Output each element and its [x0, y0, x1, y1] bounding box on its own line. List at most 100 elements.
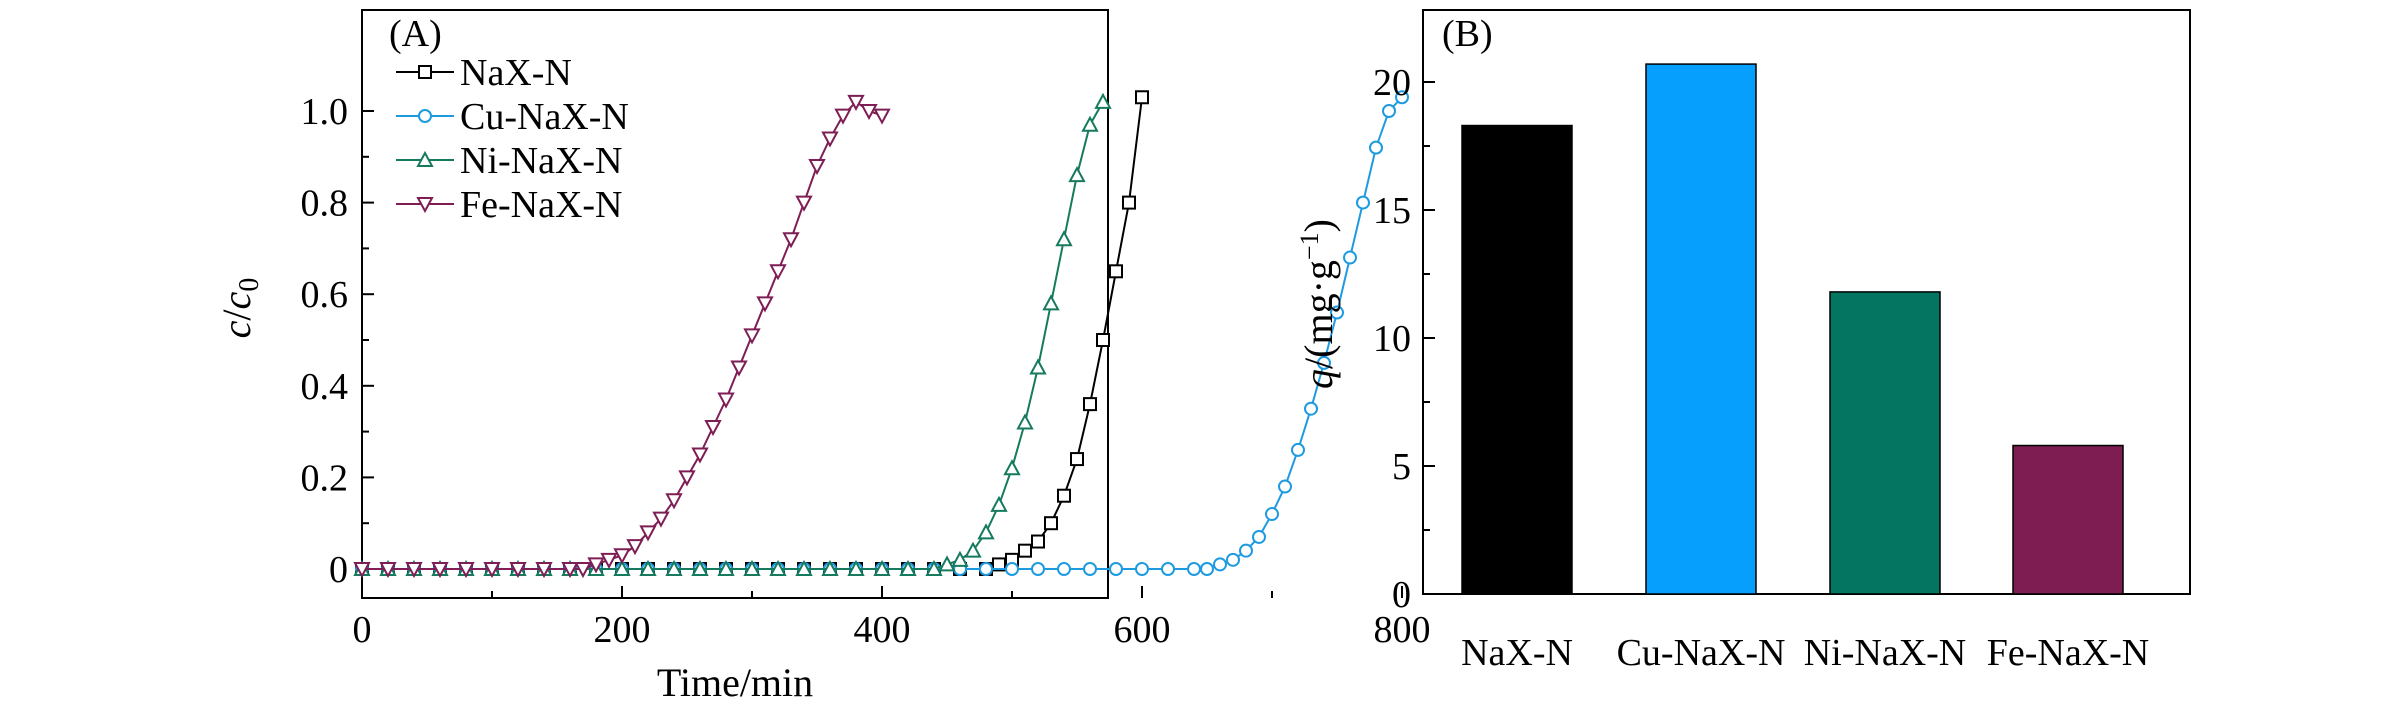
data-point — [639, 525, 657, 542]
data-point — [743, 559, 761, 576]
y-tick-label: 15 — [1373, 190, 1411, 232]
data-point — [1057, 488, 1071, 503]
data-point — [1044, 516, 1058, 531]
data-point — [1122, 195, 1136, 210]
data-point — [1042, 294, 1060, 311]
data-point — [1055, 230, 1073, 247]
y-tick-label: 0 — [329, 549, 348, 591]
data-point — [639, 559, 657, 576]
data-point — [1005, 562, 1019, 576]
y-label-close: ) — [1296, 219, 1341, 232]
data-point — [691, 447, 709, 464]
bar-Cu-NaX-N — [1645, 63, 1757, 595]
data-point — [938, 555, 956, 572]
data-point — [808, 158, 826, 176]
panel-b-label: (B) — [1442, 13, 1493, 55]
data-point — [821, 131, 839, 148]
legend-marker — [416, 197, 434, 214]
data-point — [1265, 507, 1279, 522]
data-point — [509, 562, 527, 579]
data-point — [847, 94, 865, 111]
data-point — [873, 559, 891, 576]
data-point — [379, 562, 397, 579]
y-label-c: c — [214, 320, 259, 338]
data-point — [678, 470, 696, 487]
legend-entry: Cu-NaX-N — [396, 96, 629, 138]
data-point — [1070, 452, 1084, 467]
legend-label: Fe-NaX-N — [460, 184, 623, 226]
data-point — [1031, 562, 1045, 576]
x-tick-label: 800 — [1374, 609, 1431, 651]
data-point — [1057, 562, 1071, 576]
x-tick-label: 0 — [353, 609, 372, 651]
legend-label: Ni-NaX-N — [460, 140, 623, 182]
data-point — [1083, 562, 1097, 576]
y-tick-label: 0 — [1392, 574, 1411, 616]
legend-entry: Ni-NaX-N — [396, 140, 623, 182]
x-tick-label: 200 — [594, 609, 651, 651]
bar-Ni-NaX-N — [1829, 291, 1941, 595]
legend-label: NaX-N — [460, 52, 572, 94]
panel-a-frame — [361, 9, 1109, 599]
data-point — [600, 552, 618, 569]
data-point — [795, 559, 813, 576]
data-point — [730, 360, 748, 377]
data-point — [665, 559, 683, 576]
data-point — [1135, 90, 1149, 105]
data-point — [665, 493, 683, 510]
data-point — [873, 108, 891, 125]
data-point — [964, 541, 982, 558]
y-tick-label: 0.2 — [301, 457, 349, 499]
data-point — [1317, 355, 1331, 370]
y-tick-label: 10 — [1373, 318, 1411, 360]
data-point — [1291, 442, 1305, 457]
data-point — [1018, 543, 1032, 558]
data-point — [1356, 195, 1370, 210]
legend-marker — [418, 109, 432, 123]
data-point — [457, 562, 475, 579]
data-point — [925, 559, 943, 576]
data-point — [717, 392, 735, 409]
y-tick-label: 1.0 — [301, 91, 349, 133]
data-point — [1016, 413, 1034, 430]
series-Fe-NaX-N — [353, 94, 891, 579]
data-point — [977, 523, 995, 540]
x-category-label: Ni-NaX-N — [1804, 632, 1967, 674]
data-point — [834, 108, 852, 125]
data-point — [1003, 459, 1021, 476]
data-point — [613, 559, 631, 576]
y-label-slash: / — [214, 309, 259, 321]
data-point — [561, 562, 579, 579]
data-point — [1330, 305, 1344, 320]
bar-NaX-N — [1461, 124, 1573, 595]
data-point — [587, 557, 605, 574]
data-point — [1081, 115, 1099, 132]
data-point — [1096, 333, 1110, 347]
bar-Fe-NaX-N — [2012, 444, 2124, 595]
data-point — [847, 559, 865, 576]
panel-a-label: (A) — [389, 13, 442, 55]
data-point — [704, 420, 722, 437]
data-point — [1226, 552, 1240, 567]
data-point — [769, 264, 787, 281]
data-point — [431, 562, 449, 579]
data-point — [405, 562, 423, 579]
data-point — [1109, 264, 1123, 279]
data-point — [979, 562, 993, 576]
data-point — [1278, 479, 1292, 494]
y-label-units: /(mg·g — [1296, 260, 1341, 369]
x-tick-label: 600 — [1114, 609, 1171, 651]
data-point — [483, 562, 501, 579]
data-point — [782, 232, 800, 249]
data-point — [1187, 562, 1201, 576]
data-point — [717, 559, 735, 576]
data-point — [1094, 92, 1112, 109]
legend-marker — [418, 65, 432, 79]
y-axis-label: c/c0 — [214, 278, 265, 339]
data-point — [626, 539, 644, 556]
panel-b-bar-chart: 0 5 10 15 20 NaX-N Cu-NaX-N Ni-NaX-N Fe-NaX-N (B)… — [1295, 9, 2191, 674]
data-point — [1068, 166, 1086, 183]
data-point — [1109, 562, 1123, 576]
y-tick-label: 0.4 — [301, 366, 349, 408]
